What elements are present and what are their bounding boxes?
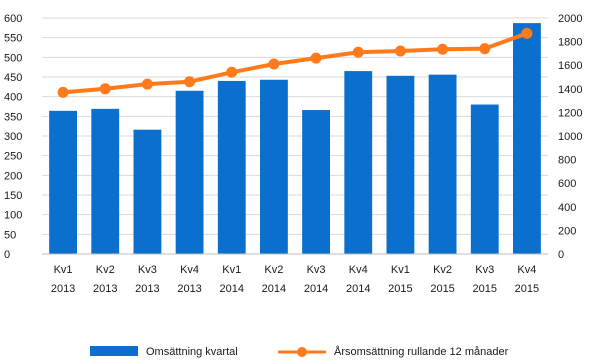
bar (49, 110, 77, 255)
x-tick-label-quarter: Kv2 (433, 264, 452, 276)
y-right-tick-label: 0 (558, 249, 564, 261)
x-tick-label-year: 2014 (220, 283, 244, 295)
legend-bar-label: Omsättning kvartal (146, 346, 238, 358)
y-right-tick-label: 800 (558, 155, 576, 167)
line-point (310, 52, 322, 64)
line-point (394, 45, 406, 57)
bar-series (49, 23, 541, 255)
x-tick-label-quarter: Kv4 (180, 264, 199, 276)
x-tick-label-quarter: Kv3 (138, 264, 157, 276)
bar (260, 79, 288, 255)
y-right-tick-label: 1600 (558, 60, 582, 72)
y-left-tick-label: 600 (4, 13, 22, 25)
y-right-tick-label: 600 (558, 178, 576, 190)
bar (302, 110, 330, 254)
line-point (437, 43, 449, 55)
bar (344, 71, 373, 254)
line-point (99, 83, 111, 95)
bar (175, 90, 204, 255)
y-right-tick-label: 1400 (558, 84, 582, 96)
x-tick-label-quarter: Kv1 (54, 264, 73, 276)
y-axis-left: 0 50 100 150 200 250 300 350 400 450 500 550 600 (4, 13, 22, 261)
y-right-tick-label: 1800 (558, 37, 582, 49)
line-path (62, 31, 528, 95)
x-tick-label-year: 2014 (304, 283, 328, 295)
legend-line-marker (297, 347, 307, 357)
x-tick-label-quarter: Kv2 (96, 264, 115, 276)
line-point (352, 46, 364, 58)
x-tick-label-quarter: Kv1 (391, 264, 410, 276)
line-point (184, 76, 196, 88)
y-left-tick-label: 400 (4, 92, 22, 104)
bar (428, 74, 457, 254)
legend: Omsättning kvartal Årsomsättning rulland… (90, 345, 509, 358)
line-point (141, 78, 153, 90)
x-tick-label-year: 2014 (262, 283, 286, 295)
y-right-tick-label: 1200 (558, 107, 582, 119)
x-tick-label-year: 2013 (177, 283, 201, 295)
legend-line-label: Årsomsättning rullande 12 månader (334, 345, 509, 358)
bar (133, 129, 162, 254)
y-left-tick-label: 100 (4, 210, 22, 222)
line-point (57, 86, 69, 98)
x-tick-label-year: 2013 (51, 283, 75, 295)
x-tick-label-quarter: Kv4 (349, 264, 368, 276)
y-right-tick-label: 200 (558, 225, 576, 237)
line-point (521, 27, 533, 39)
y-left-tick-label: 150 (4, 190, 22, 202)
x-tick-label-quarter: Kv1 (222, 264, 241, 276)
y-left-tick-label: 0 (4, 249, 10, 261)
y-left-tick-label: 500 (4, 52, 22, 64)
x-tick-label-quarter: Kv2 (264, 264, 283, 276)
y-right-tick-label: 400 (558, 202, 576, 214)
x-tick-label-year: 2015 (473, 283, 497, 295)
x-tick-label-year: 2013 (93, 283, 117, 295)
x-tick-label-year: 2013 (135, 283, 159, 295)
x-axis: Kv1 2013 Kv2 2013 Kv3 2013 Kv4 2013 Kv1 2014 Kv2 20… (42, 253, 548, 295)
x-tick-label-year: 2014 (346, 283, 370, 295)
y-right-tick-label: 1000 (558, 131, 582, 143)
y-left-tick-label: 300 (4, 131, 22, 143)
bar (386, 75, 415, 254)
legend-bar-swatch (90, 346, 138, 356)
bar (91, 108, 120, 254)
gridlines (42, 17, 548, 235)
x-tick-label-quarter: Kv3 (475, 264, 494, 276)
y-left-tick-label: 550 (4, 33, 22, 45)
bar (470, 104, 499, 255)
y-left-tick-label: 250 (4, 151, 22, 163)
line-point (226, 66, 238, 78)
bar (513, 23, 541, 255)
y-left-tick-label: 450 (4, 72, 22, 84)
x-tick-label-year: 2015 (515, 283, 539, 295)
x-tick-label-quarter: Kv3 (307, 264, 326, 276)
bar (217, 80, 246, 254)
line-point (479, 43, 491, 55)
line-point (268, 58, 280, 70)
line-series (57, 27, 533, 98)
y-left-tick-label: 50 (4, 229, 16, 241)
x-tick-label-year: 2015 (388, 283, 412, 295)
x-tick-label-quarter: Kv4 (517, 264, 536, 276)
x-tick-label-year: 2015 (430, 283, 454, 295)
y-left-tick-label: 350 (4, 111, 22, 123)
y-left-tick-label: 200 (4, 170, 22, 182)
y-right-tick-label: 2000 (558, 13, 582, 25)
y-axis-right: 0 200 400 600 800 1000 1200 1400 1600 1800 2000 (558, 13, 582, 261)
